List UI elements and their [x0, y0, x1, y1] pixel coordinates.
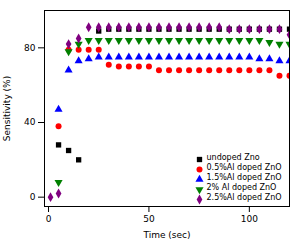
- svg-text:0: 0: [46, 214, 52, 224]
- svg-text:undoped Zno: undoped Zno: [207, 153, 260, 162]
- svg-text:2.5%Al doped ZnO: 2.5%Al doped ZnO: [207, 193, 282, 202]
- svg-text:1.5%Al doped ZnO: 1.5%Al doped ZnO: [207, 173, 282, 182]
- svg-text:Sensitivity (%): Sensitivity (%): [2, 76, 12, 141]
- svg-text:50: 50: [143, 214, 155, 224]
- svg-text:0.5%Al doped ZnO: 0.5%Al doped ZnO: [207, 163, 282, 172]
- svg-text:Time (sec): Time (sec): [142, 230, 190, 240]
- svg-text:40: 40: [24, 117, 36, 127]
- svg-text:2% Al doped ZnO: 2% Al doped ZnO: [207, 183, 277, 192]
- svg-text:0: 0: [30, 192, 36, 202]
- svg-text:80: 80: [24, 43, 36, 53]
- svg-text:100: 100: [241, 214, 258, 224]
